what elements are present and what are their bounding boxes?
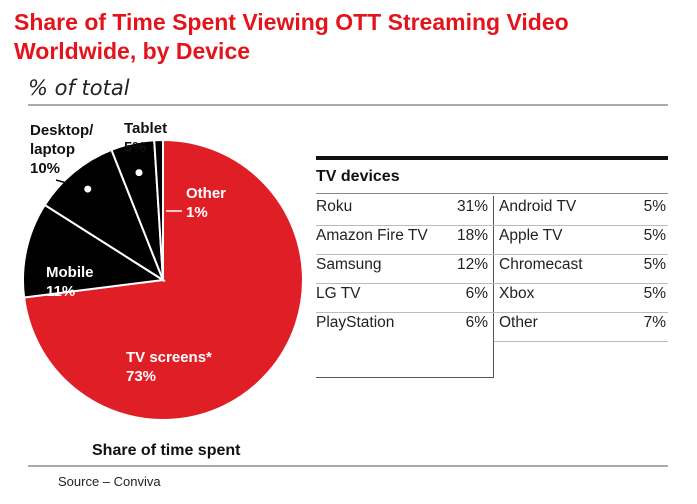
table-cell-device: Chromecast bbox=[499, 256, 583, 273]
source-note: Source – Conviva bbox=[58, 474, 161, 489]
table-cell-share: 5% bbox=[643, 256, 666, 273]
table-cell-device: Xbox bbox=[499, 285, 535, 302]
slice-label-other: Other 1% bbox=[186, 185, 226, 221]
table-row-rule bbox=[316, 283, 668, 284]
pie-slice bbox=[153, 138, 164, 281]
chart-title: Share of Time Spent Viewing OTT Streamin… bbox=[14, 9, 569, 64]
pie-xlabel: Share of time spent bbox=[92, 442, 241, 459]
table-right-end-rule bbox=[494, 341, 668, 342]
table-bottom-rule bbox=[316, 377, 494, 378]
desktop-laptop-dot bbox=[84, 185, 92, 193]
top-divider bbox=[28, 104, 668, 106]
table-cell-device: Other bbox=[499, 314, 538, 331]
table-cell-device: Apple TV bbox=[499, 227, 563, 244]
table-cell-share: 31% bbox=[456, 198, 488, 215]
table-cell-share: 6% bbox=[465, 314, 488, 331]
table-cell-share: 5% bbox=[643, 198, 666, 215]
table-cell-device: Amazon Fire TV bbox=[316, 227, 428, 244]
slice-label-mobile: Mobile 11% bbox=[46, 264, 94, 300]
slice-label-desktop-laptop: Desktop/laptop 10% bbox=[30, 122, 94, 177]
table-cell-share: 18% bbox=[456, 227, 488, 244]
chart-subtitle: % of total bbox=[28, 76, 130, 100]
table-row-rule bbox=[316, 254, 668, 255]
table-cell-device: Samsung bbox=[316, 256, 382, 273]
slice-label-tv-screens: TV screens* 73% bbox=[126, 349, 212, 385]
tablet-dot bbox=[135, 169, 143, 177]
table-cell-share: 5% bbox=[643, 285, 666, 302]
table-cell-share: 7% bbox=[643, 314, 666, 331]
table-top-rule bbox=[316, 156, 668, 160]
table-header-rule bbox=[316, 193, 668, 194]
table-cell-share: 12% bbox=[456, 256, 488, 273]
table-cell-device: Roku bbox=[316, 198, 353, 215]
table-cell-device: Android TV bbox=[499, 198, 577, 215]
bottom-divider bbox=[28, 465, 668, 467]
pie-slice bbox=[22, 203, 166, 299]
table-row-rule bbox=[316, 225, 668, 226]
table-row-rule bbox=[316, 312, 668, 313]
table-cell-share: 6% bbox=[465, 285, 488, 302]
table-cell-device: LG TV bbox=[316, 285, 361, 302]
table-cell-share: 5% bbox=[643, 227, 666, 244]
pie-slice bbox=[43, 148, 166, 283]
slice-label-tablet: Tablet 5% bbox=[124, 120, 167, 156]
table-column-divider bbox=[493, 196, 494, 378]
table-cell-device: PlayStation bbox=[316, 314, 395, 331]
table-title: TV devices bbox=[316, 168, 400, 185]
desktop-laptop-leader bbox=[55, 179, 88, 190]
